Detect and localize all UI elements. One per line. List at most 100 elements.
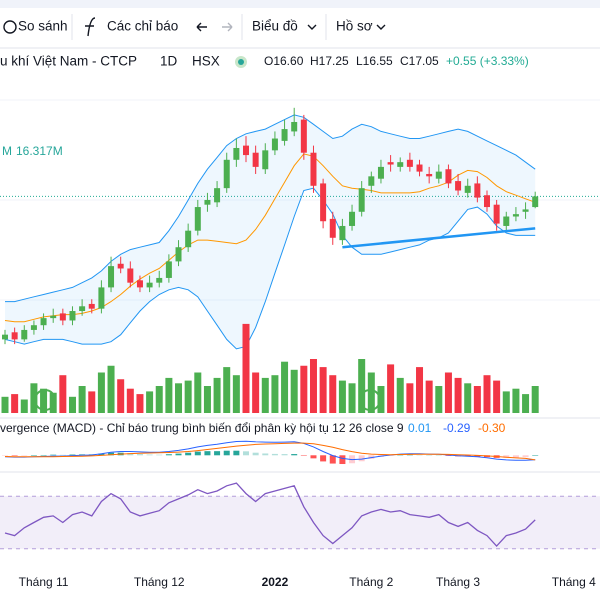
volume-bar: [329, 375, 337, 413]
band-fill: [5, 114, 536, 349]
time-label: Tháng 12: [134, 575, 185, 589]
volume-bar: [358, 359, 366, 413]
interval: 1D: [160, 54, 178, 69]
volume-bar: [30, 383, 38, 413]
macd-signal-line: [4, 442, 536, 461]
candle-body: [512, 214, 519, 217]
event-marker[interactable]: [359, 389, 381, 411]
compare-button[interactable]: So sánh: [3, 19, 68, 34]
event-marker[interactable]: [34, 389, 56, 411]
candle-body: [281, 129, 288, 141]
candle-body: [474, 183, 481, 198]
candle-body: [108, 266, 115, 288]
volume-bar: [223, 367, 231, 413]
volume-bar: [146, 391, 154, 413]
volume-bar: [483, 375, 491, 413]
volume-bar: [425, 380, 433, 413]
macd-histogram-bar: [512, 455, 519, 458]
volume-bar: [20, 399, 28, 413]
candle-body: [377, 166, 384, 179]
macd-histogram-bar: [185, 452, 192, 456]
trend-line: [342, 227, 536, 249]
candle-body: [503, 216, 510, 226]
ohlc-low: L16.55: [356, 54, 393, 68]
macd-histogram-bar: [445, 455, 452, 456]
candle-body: [214, 188, 221, 203]
rsi-line: [4, 482, 536, 548]
macd-histogram-bar: [50, 454, 57, 456]
macd-histogram-bar: [98, 453, 105, 456]
redo-button[interactable]: [222, 22, 233, 32]
macd-histogram-bar: [329, 455, 336, 464]
macd-histogram-bar: [281, 454, 288, 456]
candle-body: [493, 204, 500, 224]
ohlc-close: C17.05: [400, 54, 439, 68]
volume-bar: [136, 394, 144, 413]
profile-button[interactable]: Hồ sơ: [336, 19, 386, 34]
macd-histogram-bar: [136, 454, 143, 456]
volume-bar: [261, 377, 269, 413]
chart-type-button[interactable]: Biểu đồ: [252, 19, 317, 34]
volume-bar: [290, 369, 298, 413]
volume-bar: [416, 367, 424, 413]
candle-body: [127, 268, 134, 283]
volume-bar: [165, 377, 173, 413]
candle-body: [252, 152, 259, 167]
macd-histogram-bar: [69, 454, 76, 456]
status-dot: [238, 59, 244, 65]
candle-body: [233, 147, 240, 160]
change: +0.55 (+3.33%): [446, 54, 529, 68]
macd-histogram-bar: [175, 453, 182, 456]
candle-body: [455, 181, 462, 191]
candle-body: [532, 196, 539, 208]
compare-label: So sánh: [18, 19, 68, 34]
chart-type-label: Biểu đồ: [252, 19, 298, 34]
candle-body: [59, 313, 66, 321]
volume-bar: [444, 372, 452, 413]
candle-body: [329, 218, 336, 238]
candle-body: [349, 211, 356, 226]
volume-bar: [242, 323, 250, 413]
macd-histogram-bar: [11, 455, 18, 456]
macd-histogram-bar: [406, 454, 413, 456]
fx-icon: [85, 17, 96, 37]
candle-body: [358, 188, 365, 212]
volume-bar: [271, 375, 279, 413]
volume-bar: [464, 383, 472, 413]
volume-bar: [175, 383, 183, 413]
volume-bar: [473, 386, 481, 413]
macd-histogram-bar: [30, 455, 37, 456]
candle-body: [165, 261, 172, 278]
candle-body: [40, 318, 47, 326]
time-label: Tháng 4: [552, 575, 596, 589]
macd-histogram-bar: [532, 455, 539, 456]
macd-histogram-bar: [59, 454, 66, 456]
candle-body: [435, 171, 442, 179]
volume-bar: [319, 367, 327, 413]
macd-histogram-bar: [368, 455, 375, 459]
macd-histogram-bar: [426, 455, 433, 456]
volume-bar: [78, 386, 86, 413]
volume-bar: [522, 394, 530, 413]
indicators-button[interactable]: Các chỉ báo: [85, 17, 178, 37]
rsi-band: [0, 496, 600, 549]
volume-bar: [155, 386, 163, 413]
candle-body: [416, 164, 423, 172]
candle-body: [156, 277, 163, 283]
macd-histogram-bar: [204, 451, 211, 456]
volume-bar: [512, 388, 520, 413]
macd-histogram-bar: [358, 455, 365, 462]
volume-prefix: M: [2, 144, 12, 158]
time-label: Tháng 2: [349, 575, 393, 589]
macd-histogram-bar: [416, 454, 423, 456]
volume-bar: [309, 359, 317, 413]
candle-body: [30, 325, 37, 330]
candle-body: [69, 311, 76, 321]
candle-body: [339, 225, 346, 241]
macd-value: -0.29: [443, 421, 471, 435]
macd-histogram-bar: [2, 455, 8, 456]
volume-bar: [11, 394, 19, 413]
candle-body: [300, 119, 307, 153]
undo-button[interactable]: [196, 22, 207, 32]
macd-histogram-bar: [522, 455, 529, 458]
